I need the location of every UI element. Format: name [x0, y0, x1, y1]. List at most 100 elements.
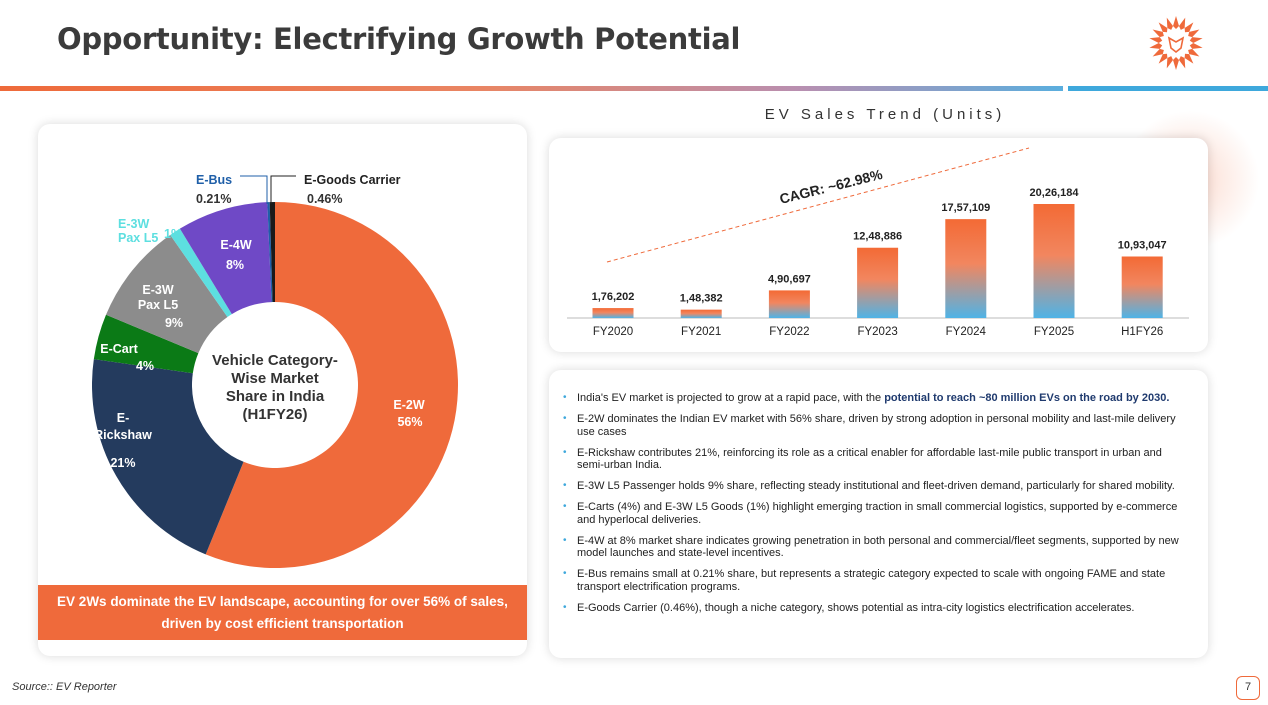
- bullet-text: India's EV market is projected to grow a…: [577, 392, 885, 404]
- insight-banner: EV 2Ws dominate the EV landscape, accoun…: [38, 585, 527, 640]
- bullet-highlight: potential to reach ~80 million EVs on th…: [884, 392, 1167, 404]
- logo-ray: [1152, 48, 1164, 57]
- logo-ray: [1166, 17, 1174, 30]
- slice-label-e3w-l5: E-3W: [118, 217, 149, 231]
- logo-ray: [1189, 37, 1203, 44]
- sales-trend-card: CAGR: ~62.98% 1,76,202 FY2020 1,48,382 FY202…: [549, 138, 1208, 352]
- slice-label-e3w: Pax L5: [138, 298, 178, 312]
- slice-label-ecart: E-Cart: [100, 342, 138, 356]
- logo-ray: [1149, 37, 1163, 44]
- bullet-tail: .: [1166, 392, 1170, 404]
- leader-line-egoods: [270, 175, 296, 204]
- bullet-text: E-Bus remains small at 0.21% share, but …: [577, 568, 1166, 593]
- slice-label-erickshaw: E-: [117, 411, 130, 425]
- page-number: 7: [1236, 676, 1260, 700]
- cagr-annotation: CAGR: ~62.98%: [778, 166, 885, 207]
- bar-value-label: 1,48,382: [680, 293, 723, 305]
- slice-value-egoods: 0.46%: [307, 192, 342, 206]
- banner-line-1: EV 2Ws dominate the EV landscape, accoun…: [57, 594, 508, 609]
- bar-value-label: 12,48,886: [853, 231, 902, 243]
- logo-ray: [1189, 42, 1203, 49]
- logo-ray: [1184, 22, 1194, 33]
- x-tick-label: FY2020: [593, 326, 633, 338]
- logo-ray: [1173, 57, 1179, 70]
- bullet-text: E-3W L5 Passenger holds 9% share, reflec…: [577, 480, 1175, 492]
- donut-slice-e-goods-carrier: [269, 202, 275, 303]
- bar-value-label: 4,90,697: [768, 273, 811, 285]
- insight-bullet: E-3W L5 Passenger holds 9% share, reflec…: [563, 480, 1188, 493]
- logo-ray: [1149, 42, 1163, 49]
- donut-slice-e-2w: [205, 202, 459, 568]
- donut-center-label: (H1FY26): [242, 406, 307, 423]
- bar-FY2022: [768, 290, 810, 318]
- header-divider-accent: [1068, 86, 1268, 91]
- source-note: Source:: EV Reporter: [12, 681, 117, 693]
- bar-value-label: 10,93,047: [1118, 240, 1167, 252]
- x-tick-label: FY2021: [681, 326, 721, 338]
- bullet-text: E-2W dominates the Indian EV market with…: [577, 413, 1176, 438]
- slice-label-erickshaw: Rickshaw: [94, 428, 152, 442]
- banner-line-2: driven by cost efficient transportation: [161, 616, 404, 631]
- bar-FY2024: [945, 219, 987, 318]
- donut-slice-e-4w: [179, 202, 272, 315]
- x-tick-label: FY2022: [769, 326, 809, 338]
- logo-ray: [1188, 48, 1200, 57]
- bar-FY2021: [680, 309, 722, 318]
- x-tick-label: FY2025: [1034, 326, 1074, 338]
- slice-value-e3w-l5: 1%: [164, 227, 182, 241]
- bullet-text: E-Carts (4%) and E-3W L5 Goods (1%) high…: [577, 501, 1178, 526]
- leader-line-ebus: [240, 175, 268, 204]
- donut-slice-e-3w-pax-l5: [106, 234, 228, 354]
- insight-bullet: E-Rickshaw contributes 21%, reinforcing …: [563, 447, 1188, 472]
- donut-slice-e-rickshaw: [91, 359, 244, 555]
- lion-logo-icon: [1149, 16, 1203, 70]
- market-share-card: E-2W 56% E- Rickshaw 21% E-Cart 4% E-3W Pax L5 9%…: [38, 124, 527, 656]
- slice-value-erickshaw: 21%: [110, 456, 135, 470]
- bar-FY2025: [1033, 204, 1075, 318]
- bar-value-label: 20,26,184: [1030, 187, 1080, 199]
- slice-value-ecart: 4%: [136, 359, 154, 373]
- x-tick-label: H1FY26: [1121, 326, 1163, 338]
- logo-ray: [1158, 22, 1168, 33]
- donut-center-label: Wise Market: [231, 370, 318, 387]
- slice-value-ebus: 0.21%: [196, 192, 231, 206]
- chart-title: EV Sales Trend (Units): [764, 106, 1006, 123]
- slice-label-egoods: E-Goods Carrier: [304, 173, 401, 187]
- header-divider: [0, 86, 1063, 91]
- slice-value-e4w: 8%: [226, 258, 244, 272]
- logo-ray: [1184, 53, 1194, 64]
- bar-FY2023: [857, 247, 899, 318]
- insight-bullet: E-4W at 8% market share indicates growin…: [563, 535, 1188, 560]
- slice-label-ebus: E-Bus: [196, 173, 232, 187]
- cagr-trend-line: [606, 147, 1030, 263]
- insight-bullet: E-Bus remains small at 0.21% share, but …: [563, 568, 1188, 593]
- sales-trend-chart: CAGR: ~62.98% 1,76,202 FY2020 1,48,382 FY202…: [567, 147, 1189, 338]
- donut-center-label: Vehicle Category-: [212, 352, 338, 369]
- slice-label-e2w: E-2W: [393, 398, 424, 412]
- donut-slice-e-bus: [267, 202, 273, 303]
- x-tick-label: FY2024: [946, 326, 987, 338]
- donut-center-label: Share in India: [226, 388, 325, 405]
- donut-slice-e-cart: [93, 314, 199, 374]
- page-title: Opportunity: Electrifying Growth Potenti…: [57, 22, 741, 56]
- donut-slice-e-3w-pax-l5-1-: [170, 228, 232, 317]
- bar-value-label: 17,57,109: [941, 202, 990, 214]
- bar-value-label: 1,76,202: [592, 291, 635, 303]
- bar-FY2020: [592, 308, 634, 318]
- bullet-text: E-Goods Carrier (0.46%), though a niche …: [577, 601, 1135, 614]
- slice-label-e4w: E-4W: [220, 238, 251, 252]
- slice-label-e3w-l5: Pax L5: [118, 231, 158, 245]
- logo-ray: [1158, 53, 1168, 64]
- bullet-text: E-4W at 8% market share indicates growin…: [577, 534, 1179, 560]
- bar-H1FY26: [1121, 256, 1163, 318]
- logo-ray: [1178, 17, 1186, 30]
- slice-label-e3w: E-3W: [142, 283, 173, 297]
- insight-bullet: E-2W dominates the Indian EV market with…: [563, 413, 1188, 438]
- insights-list: India's EV market is projected to grow a…: [563, 392, 1188, 614]
- logo-ray: [1152, 29, 1164, 38]
- slice-value-e3w: 9%: [165, 316, 183, 330]
- insights-card: India's EV market is projected to grow a…: [549, 370, 1208, 658]
- bullet-text: E-Rickshaw contributes 21%, reinforcing …: [577, 446, 1162, 472]
- insight-bullet: E-Goods Carrier (0.46%), though a niche …: [563, 602, 1188, 615]
